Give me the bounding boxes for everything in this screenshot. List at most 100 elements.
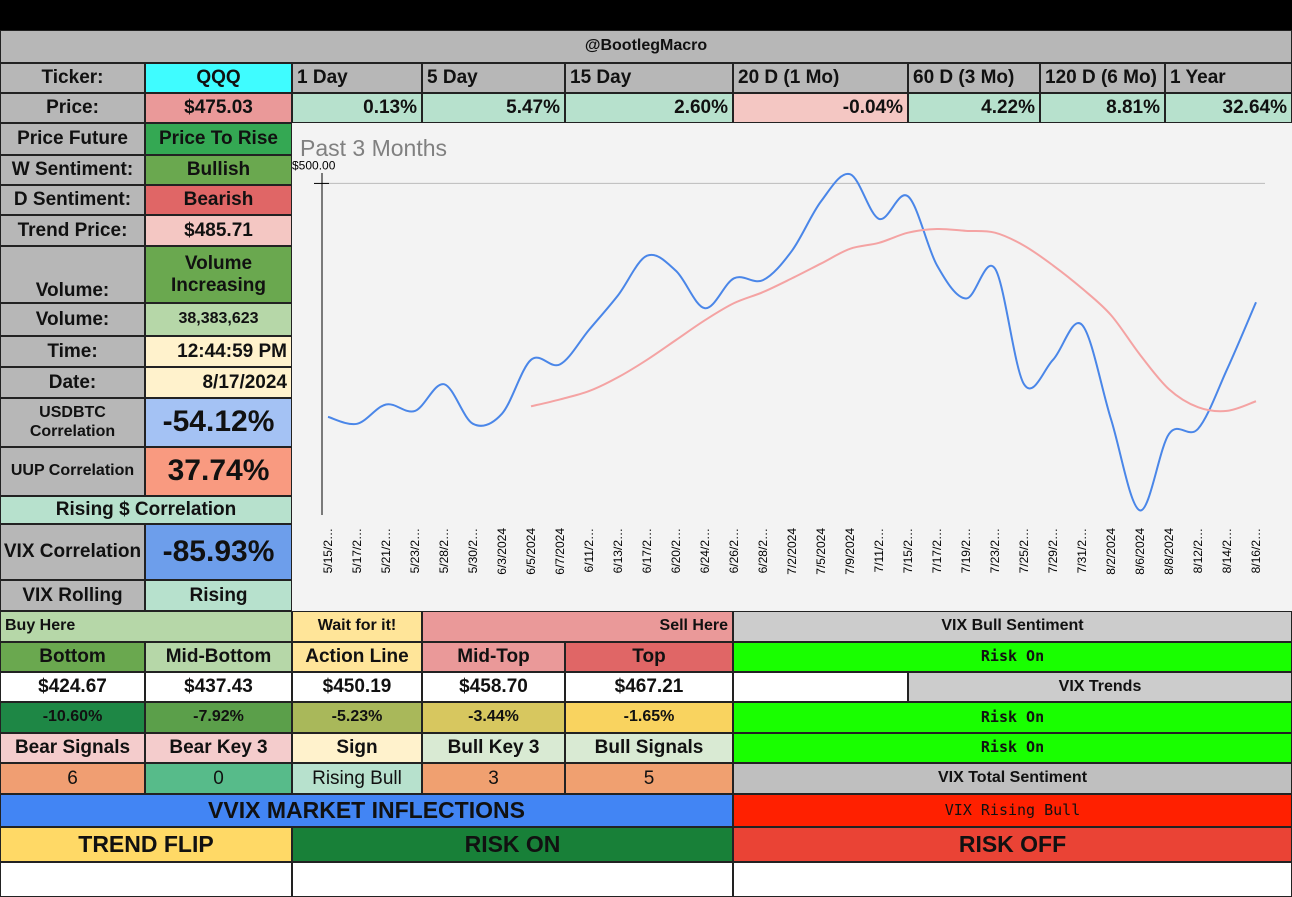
level-price[interactable]: $458.70 bbox=[422, 672, 565, 702]
series-line-0 bbox=[327, 173, 1257, 512]
vix-bull-sentiment-label[interactable]: VIX Bull Sentiment bbox=[733, 611, 1292, 642]
rising-correlation-label[interactable]: Rising $ Correlation bbox=[0, 496, 292, 524]
period-change[interactable]: 5.47% bbox=[422, 93, 565, 123]
level-name[interactable]: Top bbox=[565, 642, 733, 672]
vvix-inflections-title[interactable]: VVIX MARKET INFLECTIONS bbox=[0, 794, 733, 827]
sell-here-label[interactable]: Sell Here bbox=[422, 611, 733, 642]
uup-value[interactable]: 37.74% bbox=[145, 447, 292, 496]
buy-here-label[interactable]: Buy Here bbox=[0, 611, 292, 642]
period-header[interactable]: 15 Day bbox=[565, 63, 733, 93]
x-tick-label: 6/26/2… bbox=[727, 528, 741, 573]
trend-price-value[interactable]: $485.71 bbox=[145, 215, 292, 246]
vix-trend-1-value[interactable]: Risk On bbox=[733, 702, 1292, 733]
vix-rolling-value[interactable]: Rising bbox=[145, 580, 292, 611]
vix-correlation-label[interactable]: VIX Correlation bbox=[0, 524, 145, 580]
empty-cell[interactable] bbox=[733, 672, 908, 702]
signal-header[interactable]: Bull Key 3 bbox=[422, 733, 565, 763]
ticker-label[interactable]: Ticker: bbox=[0, 63, 145, 93]
volume-trend-value[interactable]: Volume Increasing bbox=[145, 246, 292, 303]
signal-value[interactable]: 0 bbox=[145, 763, 292, 794]
vix-trend-2-value[interactable]: Risk On bbox=[733, 733, 1292, 763]
ticker-value[interactable]: QQQ bbox=[145, 63, 292, 93]
trend-price-label[interactable]: Trend Price: bbox=[0, 215, 145, 246]
vix-total-sentiment-label[interactable]: VIX Total Sentiment bbox=[733, 763, 1292, 794]
x-tick-label: 5/28/2… bbox=[437, 528, 451, 573]
x-tick-label: 8/2/2024 bbox=[1104, 528, 1118, 575]
price-future-label[interactable]: Price Future bbox=[0, 123, 145, 155]
time-value[interactable]: 12:44:59 PM bbox=[145, 336, 292, 367]
period-header[interactable]: 1 Day bbox=[292, 63, 422, 93]
period-change[interactable]: 4.22% bbox=[908, 93, 1040, 123]
signal-header[interactable]: Sign bbox=[292, 733, 422, 763]
wait-label[interactable]: Wait for it! bbox=[292, 611, 422, 642]
signal-header[interactable]: Bull Signals bbox=[565, 733, 733, 763]
level-name[interactable]: Action Line bbox=[292, 642, 422, 672]
period-change[interactable]: 32.64% bbox=[1165, 93, 1292, 123]
level-pct[interactable]: -7.92% bbox=[145, 702, 292, 733]
signal-header[interactable]: Bear Key 3 bbox=[145, 733, 292, 763]
level-pct[interactable]: -1.65% bbox=[565, 702, 733, 733]
level-price[interactable]: $467.21 bbox=[565, 672, 733, 702]
empty-cell[interactable] bbox=[292, 862, 733, 897]
empty-cell[interactable] bbox=[0, 862, 292, 897]
empty-cell[interactable] bbox=[733, 862, 1292, 897]
risk-on-label[interactable]: RISK ON bbox=[292, 827, 733, 862]
level-name[interactable]: Bottom bbox=[0, 642, 145, 672]
x-tick-label: 7/9/2024 bbox=[843, 528, 857, 575]
volume-label[interactable]: Volume: bbox=[0, 303, 145, 336]
risk-off-label[interactable]: RISK OFF bbox=[733, 827, 1292, 862]
level-name[interactable]: Mid-Bottom bbox=[145, 642, 292, 672]
w-sentiment-value[interactable]: Bullish bbox=[145, 155, 292, 185]
uup-label[interactable]: UUP Correlation bbox=[0, 447, 145, 496]
vix-trends-label[interactable]: VIX Trends bbox=[908, 672, 1292, 702]
x-tick-label: 7/2/2024 bbox=[785, 528, 799, 575]
signal-value[interactable]: 5 bbox=[565, 763, 733, 794]
level-pct[interactable]: -3.44% bbox=[422, 702, 565, 733]
d-sentiment-label[interactable]: D Sentiment: bbox=[0, 185, 145, 215]
period-header[interactable]: 5 Day bbox=[422, 63, 565, 93]
x-tick-label: 6/24/2… bbox=[698, 528, 712, 573]
usdbtc-value[interactable]: -54.12% bbox=[145, 398, 292, 447]
signal-value[interactable]: 6 bbox=[0, 763, 145, 794]
vix-total-sentiment-value[interactable]: VIX Rising Bull bbox=[733, 794, 1292, 827]
period-change[interactable]: 0.13% bbox=[292, 93, 422, 123]
vix-bull-sentiment-value[interactable]: Risk On bbox=[733, 642, 1292, 672]
w-sentiment-label[interactable]: W Sentiment: bbox=[0, 155, 145, 185]
period-header[interactable]: 120 D (6 Mo) bbox=[1040, 63, 1165, 93]
period-change[interactable]: -0.04% bbox=[733, 93, 908, 123]
level-price[interactable]: $424.67 bbox=[0, 672, 145, 702]
period-change[interactable]: 8.81% bbox=[1040, 93, 1165, 123]
period-change[interactable]: 2.60% bbox=[565, 93, 733, 123]
x-tick-label: 5/15/2… bbox=[321, 528, 335, 573]
x-tick-label: 7/29/2… bbox=[1046, 528, 1060, 573]
price-label[interactable]: Price: bbox=[0, 93, 145, 123]
vix-correlation-value[interactable]: -85.93% bbox=[145, 524, 292, 580]
signal-header[interactable]: Bear Signals bbox=[0, 733, 145, 763]
level-price[interactable]: $450.19 bbox=[292, 672, 422, 702]
time-label[interactable]: Time: bbox=[0, 336, 145, 367]
vix-rolling-label[interactable]: VIX Rolling bbox=[0, 580, 145, 611]
sheet-title[interactable]: @BootlegMacro bbox=[0, 30, 1292, 63]
price-future-value[interactable]: Price To Rise bbox=[145, 123, 292, 155]
x-tick-label: 6/20/2… bbox=[669, 528, 683, 573]
trend-flip-label[interactable]: TREND FLIP bbox=[0, 827, 292, 862]
price-value[interactable]: $475.03 bbox=[145, 93, 292, 123]
usdbtc-label[interactable]: USDBTC Correlation bbox=[0, 398, 145, 447]
x-tick-label: 8/12/2… bbox=[1191, 528, 1205, 573]
date-value[interactable]: 8/17/2024 bbox=[145, 367, 292, 398]
period-header[interactable]: 20 D (1 Mo) bbox=[733, 63, 908, 93]
volume-trend-label[interactable]: Volume: bbox=[0, 246, 145, 303]
price-chart: Past 3 Months $500.00 5/15/2… 5/17/2… 5/21/… bbox=[292, 123, 1292, 611]
period-header[interactable]: 1 Year bbox=[1165, 63, 1292, 93]
date-label[interactable]: Date: bbox=[0, 367, 145, 398]
period-header[interactable]: 60 D (3 Mo) bbox=[908, 63, 1040, 93]
level-pct[interactable]: -10.60% bbox=[0, 702, 145, 733]
signal-value[interactable]: 3 bbox=[422, 763, 565, 794]
level-name[interactable]: Mid-Top bbox=[422, 642, 565, 672]
volume-value[interactable]: 38,383,623 bbox=[145, 303, 292, 336]
level-pct[interactable]: -5.23% bbox=[292, 702, 422, 733]
d-sentiment-value[interactable]: Bearish bbox=[145, 185, 292, 215]
x-tick-label: 8/16/2… bbox=[1249, 528, 1263, 573]
level-price[interactable]: $437.43 bbox=[145, 672, 292, 702]
signal-value[interactable]: Rising Bull bbox=[292, 763, 422, 794]
